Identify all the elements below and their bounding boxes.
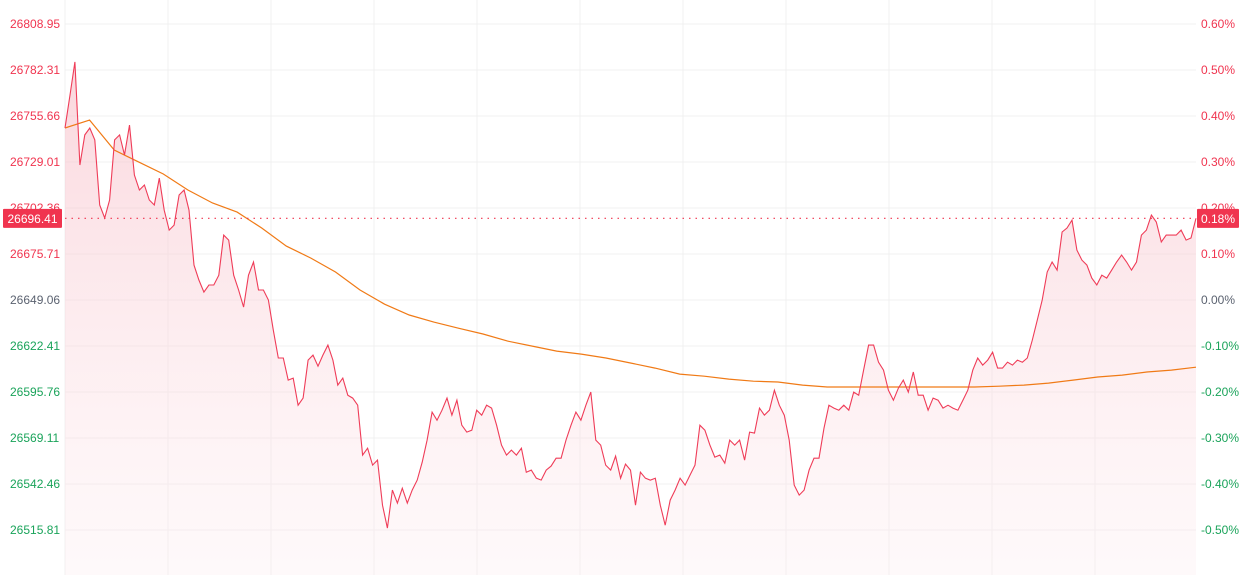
right-tick-label: -0.30%	[1201, 431, 1239, 445]
left-price-axis: 26808.9526782.3126755.6626729.0126702.36…	[10, 17, 60, 537]
current-change-label: 0.18%	[1201, 212, 1235, 226]
right-tick-label: 0.00%	[1201, 293, 1235, 307]
right-tick-label: -0.20%	[1201, 385, 1239, 399]
right-tick-label: 0.10%	[1201, 247, 1235, 261]
price-line	[64, 61, 1197, 529]
right-tick-label: 0.40%	[1201, 109, 1235, 123]
current-price-label: 26696.41	[7, 212, 57, 226]
right-tick-label: -0.40%	[1201, 477, 1239, 491]
right-tick-label: -0.10%	[1201, 339, 1239, 353]
left-tick-label: 26755.66	[10, 109, 60, 123]
left-tick-label: 26542.46	[10, 477, 60, 491]
price-area-fill	[65, 61, 1196, 575]
left-tick-label: 26675.71	[10, 247, 60, 261]
left-tick-label: 26649.06	[10, 293, 60, 307]
right-tick-label: -0.50%	[1201, 523, 1239, 537]
right-tick-label: 0.30%	[1201, 155, 1235, 169]
average-price-line	[64, 119, 1197, 388]
left-tick-label: 26782.31	[10, 63, 60, 77]
current-price-marker: 26696.41 0.18%	[3, 208, 1239, 228]
left-tick-label: 26515.81	[10, 523, 60, 537]
left-tick-label: 26729.01	[10, 155, 60, 169]
right-percent-axis: 0.60%0.50%0.40%0.30%0.20%0.10%0.00%-0.10…	[1201, 17, 1239, 537]
left-tick-label: 26595.76	[10, 385, 60, 399]
right-tick-label: 0.50%	[1201, 63, 1235, 77]
right-tick-label: 0.60%	[1201, 17, 1235, 31]
left-tick-label: 26622.41	[10, 339, 60, 353]
left-tick-label: 26569.11	[10, 431, 59, 445]
left-tick-label: 26808.95	[10, 17, 60, 31]
